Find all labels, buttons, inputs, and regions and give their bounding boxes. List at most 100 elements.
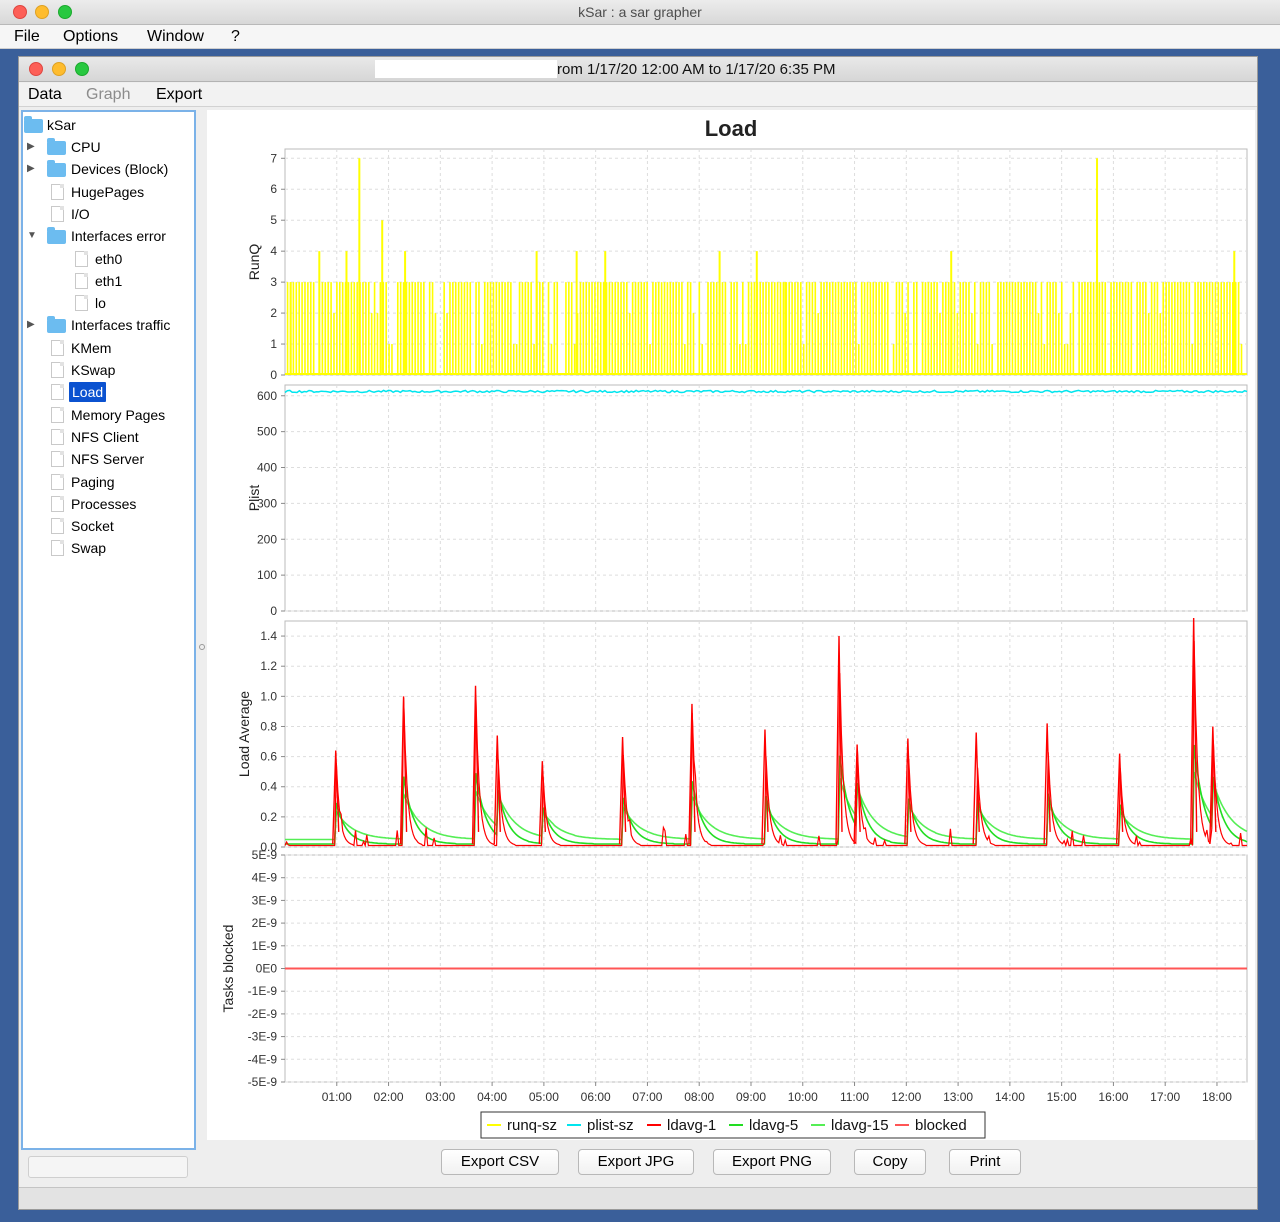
ldavg1-spike — [493, 735, 501, 845]
menu-options[interactable]: Options — [63, 28, 119, 45]
split-pane-divider[interactable] — [199, 644, 205, 650]
y-tick-label: 0 — [270, 368, 277, 382]
graph-tree: kSar ▶ CPU ▶ Devices (Block) HugePages I/O ▼ Int… — [21, 110, 196, 1150]
document-icon — [51, 473, 64, 490]
x-tick-label: 07:00 — [632, 1090, 662, 1104]
y-tick-label: 5 — [270, 213, 277, 227]
copy-button[interactable]: Copy — [854, 1149, 926, 1175]
y-tick-label: -5E-9 — [248, 1075, 278, 1089]
outer-titlebar: kSar : a sar grapher — [0, 0, 1280, 25]
collapsed-arrow-icon[interactable]: ▶ — [27, 141, 35, 152]
document-icon — [51, 384, 64, 401]
tree-item-label: Paging — [71, 473, 115, 490]
ldavg1-spike — [972, 732, 980, 845]
y-tick-label: 300 — [257, 496, 277, 510]
export-jpg-button[interactable]: Export JPG — [578, 1149, 694, 1175]
x-tick-label: 06:00 — [581, 1090, 611, 1104]
y-tick-label: 0.4 — [260, 780, 277, 794]
folder-icon — [47, 138, 66, 155]
document-icon — [51, 339, 64, 356]
tree-item-label: Load — [69, 382, 107, 403]
collapsed-arrow-icon[interactable]: ▶ — [27, 163, 35, 175]
y-tick-label: 0.2 — [260, 810, 277, 824]
x-tick-label: 18:00 — [1202, 1090, 1232, 1104]
x-tick-label: 12:00 — [891, 1090, 921, 1104]
y-tick-label: 2E-9 — [252, 916, 278, 930]
close-window-button[interactable] — [13, 5, 27, 19]
y-tick-label: 0.6 — [260, 750, 277, 764]
y-tick-label: 4E-9 — [252, 871, 278, 885]
tree-item-label: Interfaces error — [71, 228, 166, 245]
folder-icon — [47, 227, 66, 245]
x-tick-label: 10:00 — [788, 1090, 818, 1104]
ldavg1-spike — [853, 744, 861, 845]
tree-item-label: Interfaces traffic — [71, 317, 171, 334]
y-tick-label: 5E-9 — [252, 848, 278, 862]
y-tick-label: 2 — [270, 306, 277, 320]
folder-icon — [47, 316, 66, 334]
tree-item-label: NFS Server — [71, 451, 145, 468]
y-axis-label: Plist — [246, 485, 262, 512]
legend-label: ldavg-15 — [831, 1117, 889, 1134]
graph-window-title: rom 1/17/20 12:00 AM to 1/17/20 6:35 PM — [557, 61, 836, 78]
collapsed-arrow-icon[interactable]: ▶ — [27, 319, 35, 331]
tree-item-label: Socket — [71, 518, 114, 535]
y-tick-label: 4 — [270, 244, 277, 258]
document-icon — [51, 183, 64, 200]
ldavg1-spike — [471, 685, 480, 845]
chart-title: Load — [705, 116, 758, 141]
legend-label: ldavg-5 — [749, 1117, 798, 1134]
tree-item-label: eth1 — [95, 272, 123, 289]
ldavg1-spike — [835, 636, 843, 844]
document-icon — [75, 272, 88, 289]
menu-graph[interactable]: Graph — [86, 86, 131, 103]
close-graph-window-button[interactable] — [29, 62, 43, 76]
ldavg1-spike — [761, 729, 769, 845]
export-csv-button[interactable]: Export CSV — [441, 1149, 559, 1175]
zoom-window-button[interactable] — [58, 5, 72, 19]
menu-help[interactable]: ? — [231, 28, 240, 45]
tree-filter-field[interactable] — [28, 1156, 188, 1178]
ldavg5-line — [285, 744, 1248, 845]
tree-item-label: Memory Pages — [71, 406, 166, 423]
zoom-graph-window-button[interactable] — [75, 62, 89, 76]
y-axis-label: Load Average — [236, 691, 252, 777]
y-tick-label: 0 — [270, 604, 277, 618]
document-icon — [75, 295, 88, 312]
tree-root-label: kSar — [47, 117, 76, 133]
x-tick-label: 15:00 — [1047, 1090, 1077, 1104]
ldavg1-spike — [538, 761, 547, 845]
menu-export[interactable]: Export — [156, 86, 203, 103]
document-icon — [51, 495, 64, 512]
plist-line — [284, 389, 1248, 394]
x-tick-label: 01:00 — [322, 1090, 352, 1104]
document-icon — [51, 518, 64, 535]
x-tick-label: 17:00 — [1150, 1090, 1180, 1104]
menu-window[interactable]: Window — [147, 28, 204, 45]
ldavg1-spike — [1043, 723, 1051, 845]
export-png-button[interactable]: Export PNG — [713, 1149, 831, 1175]
menu-data[interactable]: Data — [28, 86, 62, 103]
y-tick-label: -4E-9 — [248, 1052, 278, 1066]
y-tick-label: 200 — [257, 532, 277, 546]
print-button[interactable]: Print — [949, 1149, 1021, 1175]
y-tick-label: 400 — [257, 461, 277, 475]
legend-label: runq-sz — [507, 1117, 557, 1134]
y-tick-label: 500 — [257, 425, 277, 439]
minimize-window-button[interactable] — [35, 5, 49, 19]
menu-file[interactable]: File — [14, 28, 40, 45]
app-menubar: File Options Window ? — [0, 25, 1280, 49]
tree-item-label: CPU — [71, 139, 101, 155]
legend-label: plist-sz — [587, 1117, 634, 1134]
folder-icon — [47, 160, 66, 178]
x-tick-label: 08:00 — [684, 1090, 714, 1104]
ldavg1-spike — [688, 703, 696, 845]
ldavg1-spike — [1189, 617, 1198, 844]
y-tick-label: 1 — [270, 337, 277, 351]
y-tick-label: -2E-9 — [248, 1007, 278, 1021]
tree-item-label: KSwap — [71, 362, 116, 378]
expanded-arrow-icon[interactable]: ▼ — [27, 230, 37, 242]
y-tick-label: -1E-9 — [248, 984, 278, 998]
minimize-graph-window-button[interactable] — [52, 62, 66, 76]
plot-area — [284, 384, 1248, 612]
